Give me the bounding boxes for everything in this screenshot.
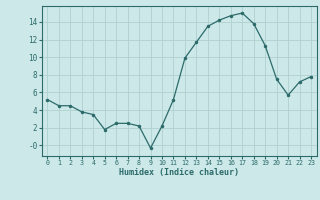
- X-axis label: Humidex (Indice chaleur): Humidex (Indice chaleur): [119, 168, 239, 177]
